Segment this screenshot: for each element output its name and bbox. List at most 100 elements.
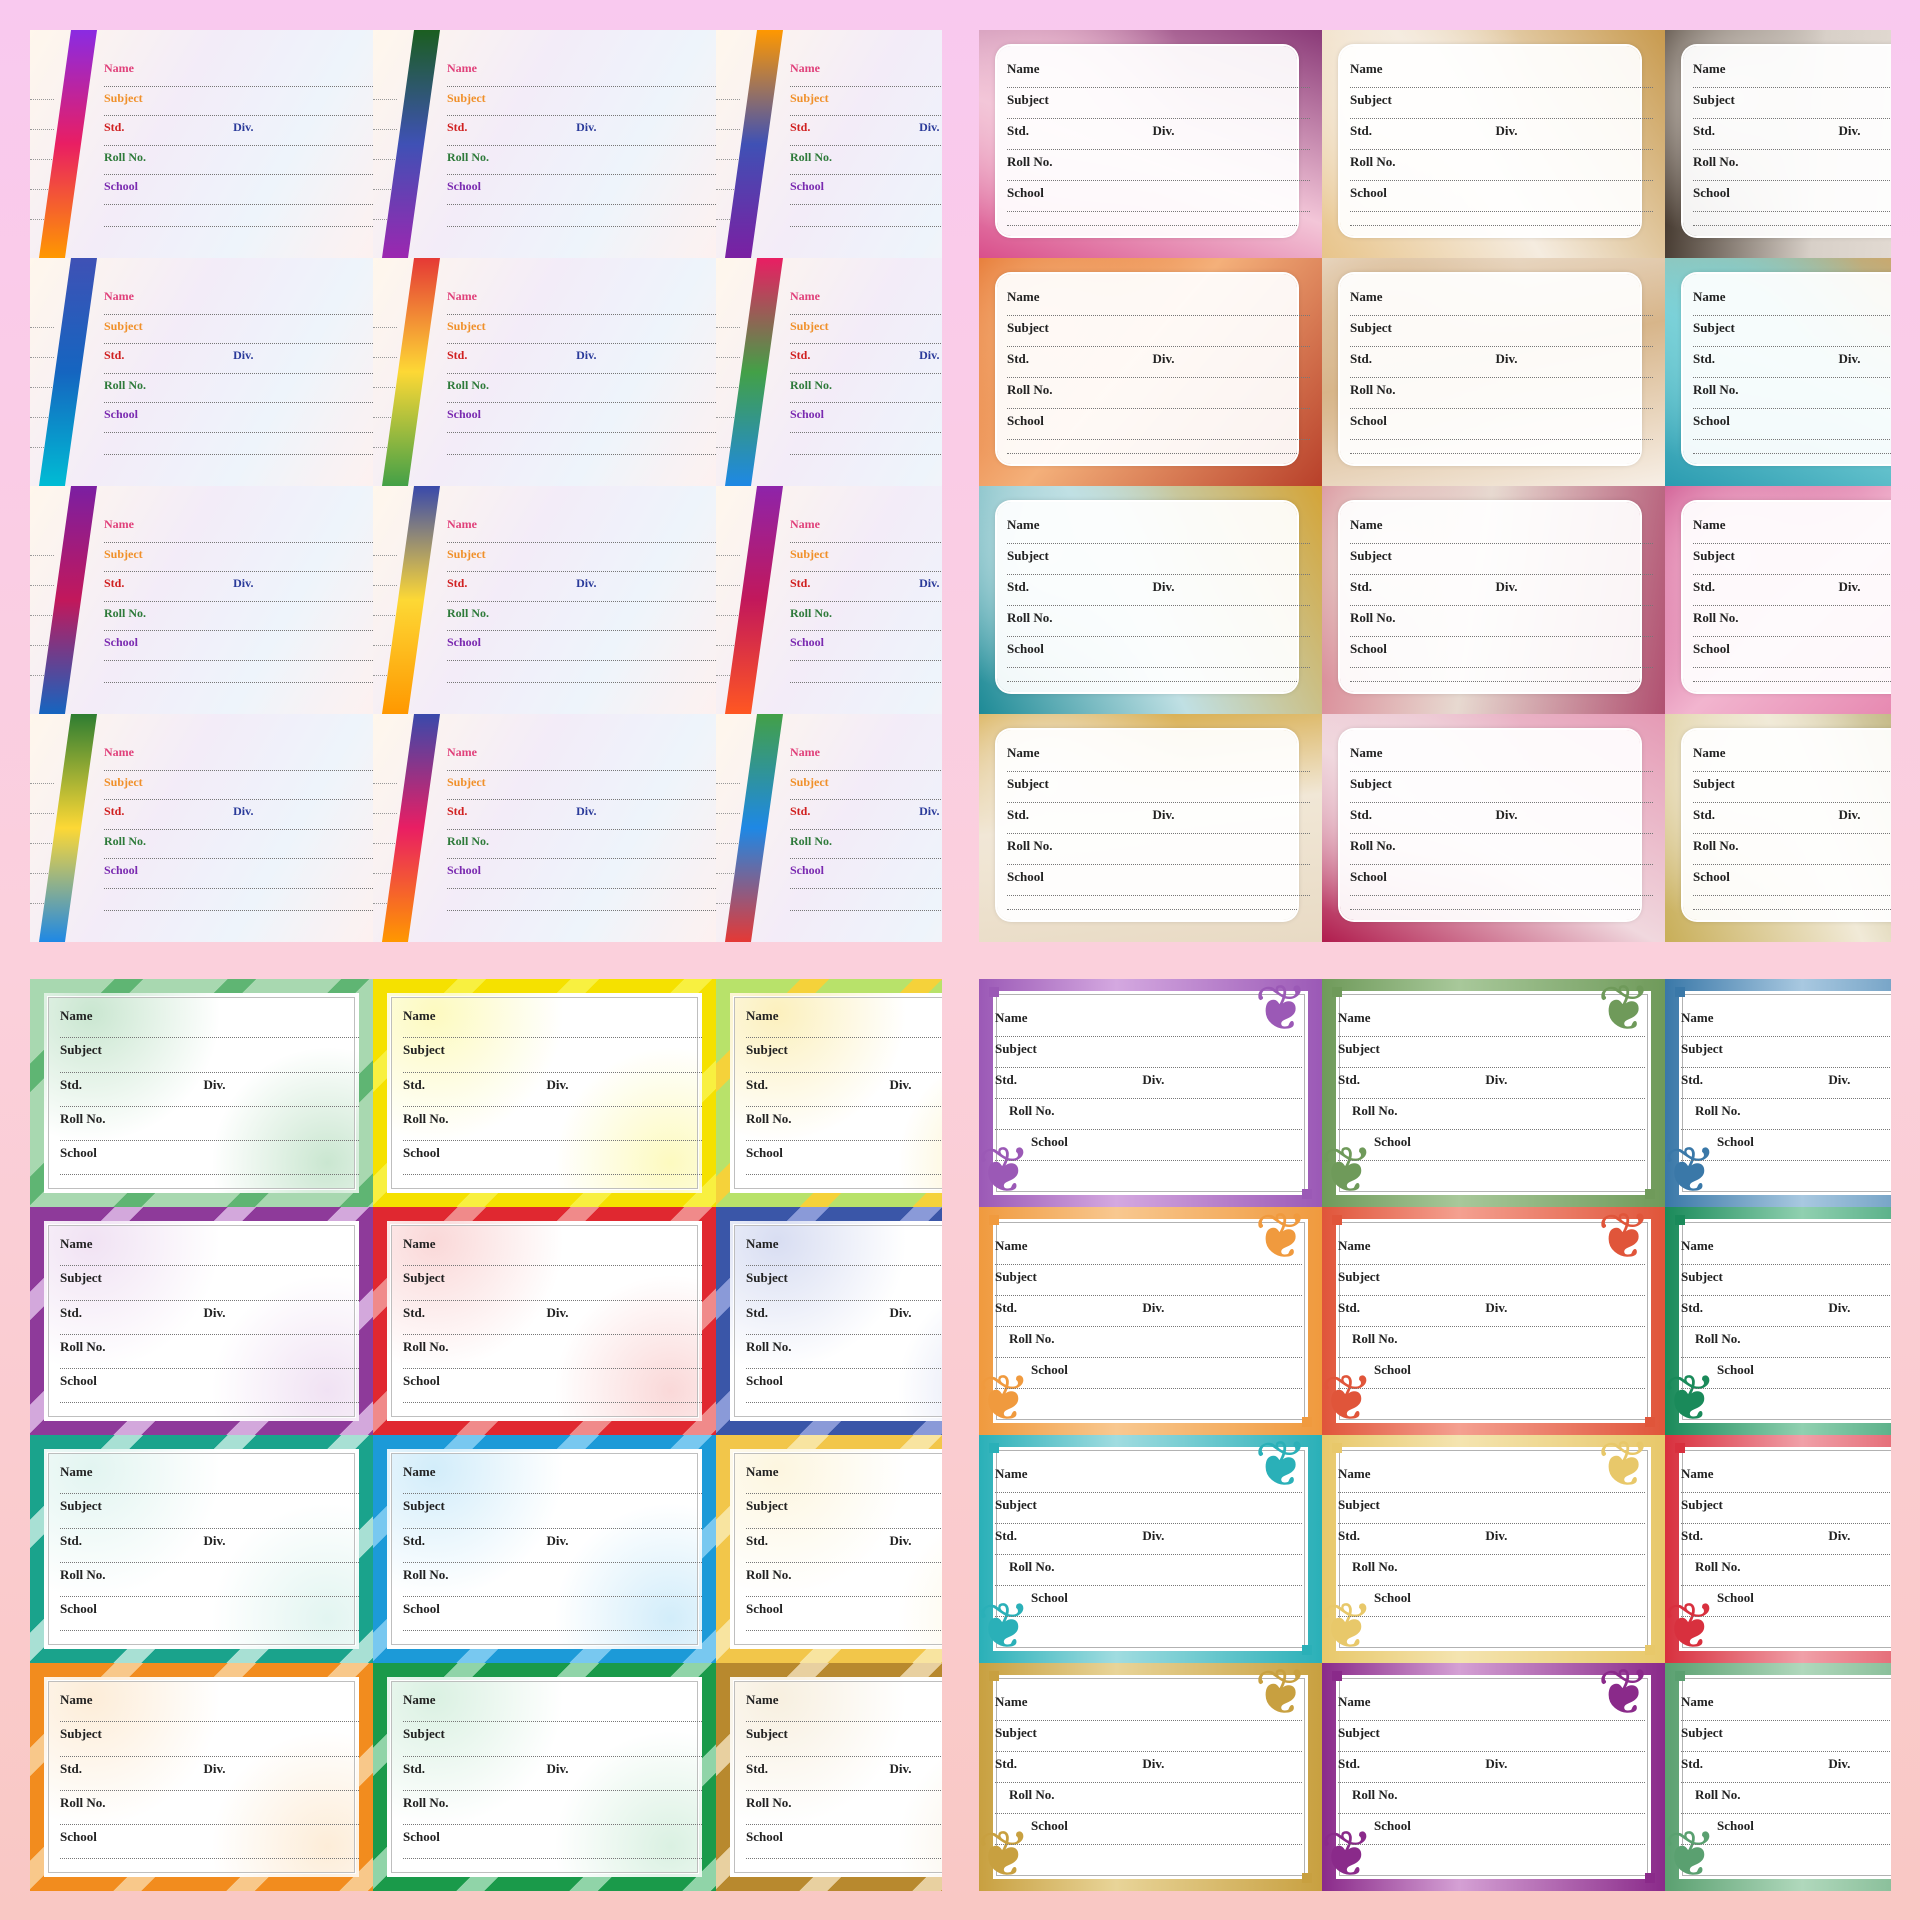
field-label-div: Div.: [576, 348, 597, 362]
label-inner: [1336, 991, 1651, 1195]
flourish-icon: ❦: [1597, 979, 1651, 1044]
label-fields: Name Subject Std. Div. Roll No. School: [1693, 288, 1891, 443]
field-line: [995, 1782, 1302, 1783]
field-line: [1350, 87, 1653, 88]
label-fields: Name Subject Std. Div. Roll No. School: [1338, 1237, 1645, 1392]
field-label-div: Div.: [919, 576, 940, 590]
field-label-div: Div.: [1828, 1756, 1851, 1771]
field-line: [447, 799, 716, 800]
field-line: [447, 659, 716, 661]
field-roll: Roll No.: [403, 1338, 702, 1372]
field-line: [746, 1527, 942, 1529]
field-line: [60, 1858, 359, 1860]
label-fields: Name Subject Std. Div. Roll No. School: [1350, 744, 1653, 899]
ruled-line: [373, 388, 397, 418]
extra-line: [1350, 453, 1640, 454]
label-card: [1340, 46, 1640, 236]
field-name: Name: [60, 1007, 359, 1041]
field-label-std: Std.: [403, 1304, 426, 1320]
field-line: [1681, 1844, 1891, 1845]
marble-label: Name Subject Std. Div. Roll No. School: [979, 486, 1322, 714]
field-label-name: Name: [447, 61, 477, 75]
flourish-icon: ❦: [1254, 1435, 1308, 1500]
field-subject: Subject: [1350, 547, 1653, 578]
field-label-div: Div.: [576, 120, 597, 134]
field-line: [447, 431, 716, 433]
field-name: Name: [1007, 744, 1310, 775]
corner-icon: [1675, 1671, 1685, 1681]
label-fields: Name Subject Std. Div. Roll No. School: [60, 1007, 359, 1178]
label-fields: Name Subject Std. Div. Roll No. School: [746, 1235, 942, 1406]
ruled-line: [373, 418, 397, 448]
field-label-std: Std.: [746, 1076, 769, 1092]
corner-icon: [1675, 1215, 1685, 1225]
ruled-lines: [30, 526, 54, 676]
ruled-line: [373, 100, 397, 130]
field-line: [60, 1368, 359, 1370]
field-line: [60, 1299, 359, 1301]
label-inner: [730, 1677, 942, 1877]
field-label-roll: Roll No.: [1007, 154, 1053, 169]
field-line: [104, 203, 373, 205]
ruled-line: [373, 298, 397, 328]
field-label-school: School: [1717, 1818, 1754, 1833]
field-label-std: Std.: [1681, 1072, 1704, 1087]
field-subject: Subject: [1693, 91, 1891, 122]
label-fields: Name Subject Std. Div. Roll No. School: [1350, 288, 1653, 443]
field-line: [104, 630, 373, 631]
field-line: [1338, 1523, 1645, 1524]
field-line: [104, 85, 373, 87]
rainbow-label: Name Subject Std. Div. Roll No. School: [716, 258, 942, 486]
field-line: [1007, 895, 1310, 896]
field-label-div: Div.: [1152, 351, 1175, 366]
field-label-name: Name: [104, 517, 134, 531]
field-school: School: [790, 406, 942, 436]
field-label-roll: Roll No.: [403, 1566, 449, 1582]
label-fields: Name Subject Std. Div. Roll No. School: [1681, 1009, 1891, 1164]
field-std: Std. Div.: [1350, 578, 1653, 609]
field-line: [995, 1295, 1302, 1296]
field-subject: Subject: [1350, 319, 1653, 350]
field-line: [60, 1527, 359, 1529]
field-name: Name: [403, 1007, 702, 1041]
field-line: [104, 343, 373, 344]
field-school: School: [1350, 412, 1653, 443]
label-fields: Name Subject Std. Div. Roll No. School: [995, 1009, 1302, 1164]
field-label-subject: Subject: [1338, 1269, 1380, 1284]
field-label-std: Std.: [60, 1760, 83, 1776]
field-label-name: Name: [1007, 745, 1040, 760]
field-name: Name: [60, 1463, 359, 1497]
ruled-line: [30, 814, 54, 844]
ruled-line: [30, 526, 54, 556]
field-line: [746, 1265, 942, 1267]
field-line: [995, 1720, 1302, 1721]
field-std: Std. Div.: [790, 803, 942, 833]
field-line: [790, 144, 942, 146]
field-subject: Subject: [403, 1497, 702, 1531]
field-label-div: Div.: [233, 576, 254, 590]
ruled-line: [30, 784, 54, 814]
field-school: School: [1007, 640, 1310, 671]
field-name: Name: [1007, 288, 1310, 319]
label-fields: Name Subject Std. Div. Roll No. School: [790, 516, 942, 664]
field-label-roll: Roll No.: [447, 833, 489, 848]
field-label-subject: Subject: [790, 318, 829, 333]
field-roll: Roll No.: [1007, 837, 1310, 868]
field-label-name: Name: [790, 289, 820, 303]
ruled-line: [30, 844, 54, 874]
field-line: [1007, 377, 1310, 378]
label-inner: [387, 1221, 702, 1421]
field-school: School: [1007, 868, 1310, 899]
field-line: [995, 1523, 1302, 1524]
field-label-std: Std.: [447, 804, 468, 818]
field-school: School: [746, 1828, 942, 1862]
field-line: [746, 1402, 942, 1404]
field-label-roll: Roll No.: [746, 1110, 792, 1126]
label-fields: Name Subject Std. Div. Roll No. School: [1681, 1465, 1891, 1620]
field-label-std: Std.: [1350, 351, 1373, 366]
field-line: [403, 1265, 702, 1267]
field-roll: Roll No.: [746, 1566, 942, 1600]
